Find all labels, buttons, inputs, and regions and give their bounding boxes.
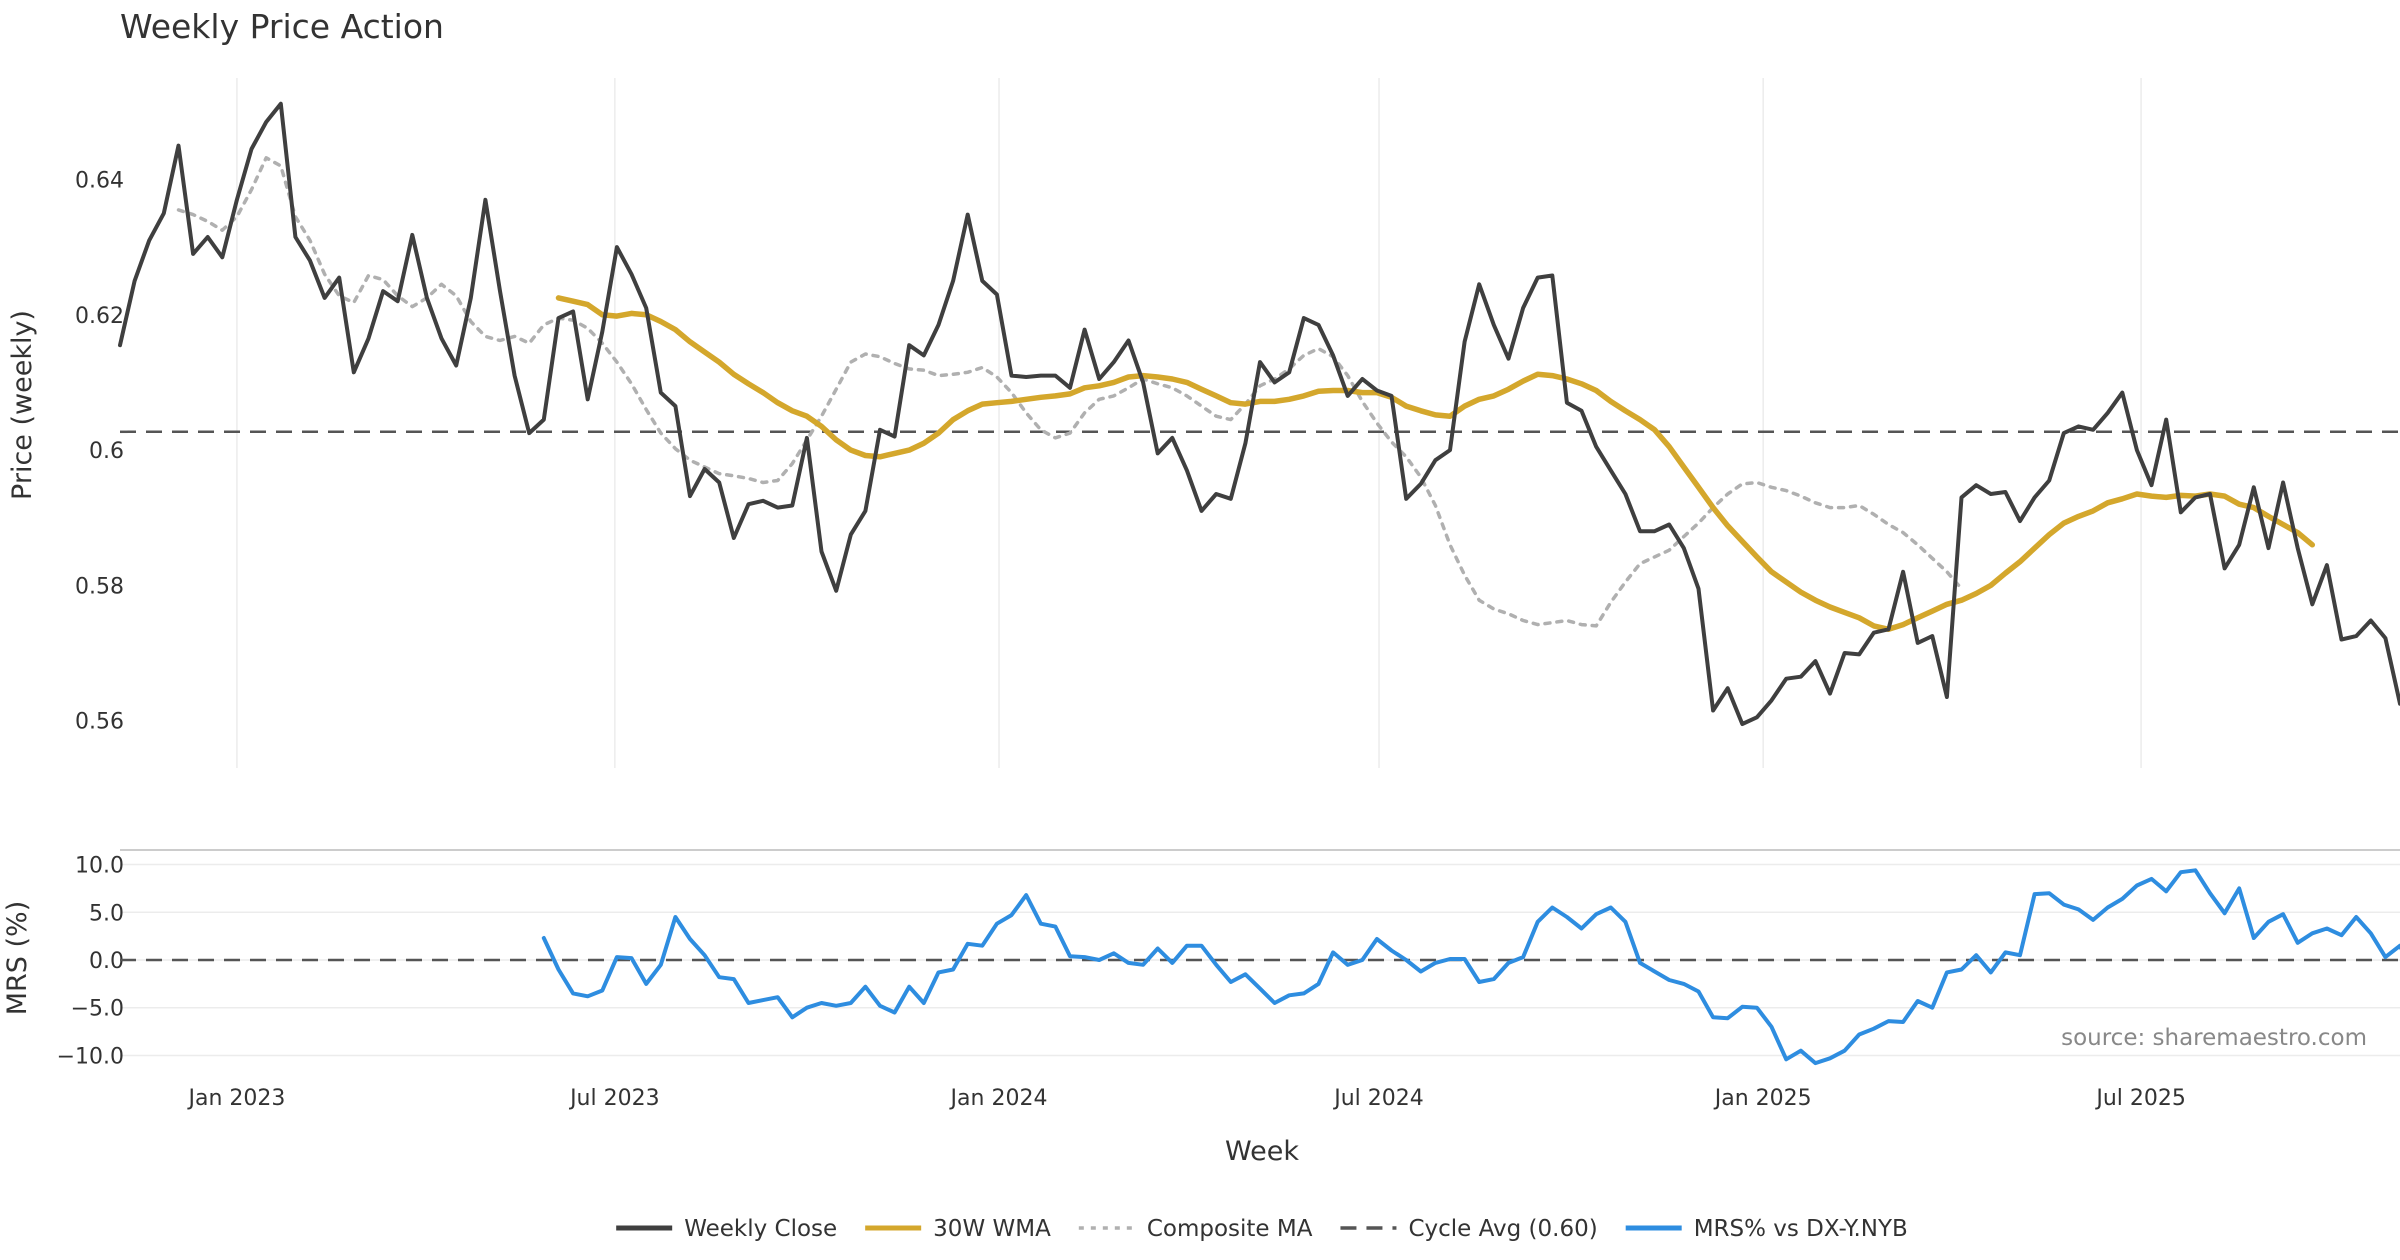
price-y-tick-label: 0.58	[75, 574, 124, 599]
x-tick-label: Jan 2023	[186, 1086, 285, 1111]
x-tick-label: Jan 2025	[1713, 1086, 1812, 1111]
chart-title: Weekly Price Action	[120, 7, 444, 46]
mrs-y-tick-label: 5.0	[89, 901, 124, 926]
legend: Weekly Close 30W WMA Composite MA Cycle Avg…	[616, 1216, 1908, 1242]
mrs-y-tick-label: 10.0	[75, 854, 124, 879]
legend-label: Weekly Close	[684, 1216, 837, 1242]
legend-label: 30W WMA	[933, 1216, 1051, 1242]
weekly-close-line	[118, 101, 2400, 726]
composite-ma-line	[176, 156, 1964, 628]
price-series	[118, 101, 2400, 726]
mrs-y-tick-label: −10.0	[57, 1044, 124, 1069]
x-tick-label: Jan 2024	[949, 1086, 1048, 1111]
mrs-y-tick-label: 0.0	[89, 949, 124, 974]
x-tick-label: Jul 2023	[568, 1086, 660, 1111]
price-gridlines	[236, 78, 2142, 768]
mrs-y-ticks: 10.0 5.0 0.0 −5.0 −10.0	[57, 854, 124, 1070]
price-y-tick-label: 0.64	[75, 168, 124, 193]
price-panel: 0.56 0.58 0.6 0.62 0.64	[75, 78, 2400, 768]
mrs-series	[541, 868, 2400, 1066]
legend-label: Cycle Avg (0.60)	[1408, 1216, 1597, 1242]
mrs-line	[541, 868, 2400, 1066]
price-y-tick-label: 0.6	[89, 439, 124, 464]
legend-label: MRS% vs DX-Y.NYB	[1694, 1216, 1908, 1242]
price-y-tick-label: 0.56	[75, 710, 124, 735]
legend-label: Composite MA	[1147, 1216, 1313, 1242]
mrs-y-tick-label: −5.0	[71, 997, 124, 1022]
source-annotation: source: sharemaestro.com	[2061, 1025, 2367, 1051]
price-y-axis-title: Price (weekly)	[7, 310, 38, 500]
x-tick-label: Jul 2025	[2094, 1086, 2186, 1111]
x-axis-ticks: Jan 2023 Jul 2023 Jan 2024 Jul 2024 Jan 2025…	[186, 1086, 2185, 1111]
price-y-ticks: 0.56 0.58 0.6 0.62 0.64	[75, 168, 124, 734]
price-y-tick-label: 0.62	[75, 304, 124, 329]
mrs-y-axis-title: MRS (%)	[2, 901, 33, 1016]
x-tick-label: Jul 2024	[1332, 1086, 1424, 1111]
wma-30w-line	[555, 295, 2316, 633]
x-axis-title: Week	[1225, 1136, 1299, 1167]
mrs-panel: 10.0 5.0 0.0 −5.0 −10.0	[57, 849, 2400, 1070]
